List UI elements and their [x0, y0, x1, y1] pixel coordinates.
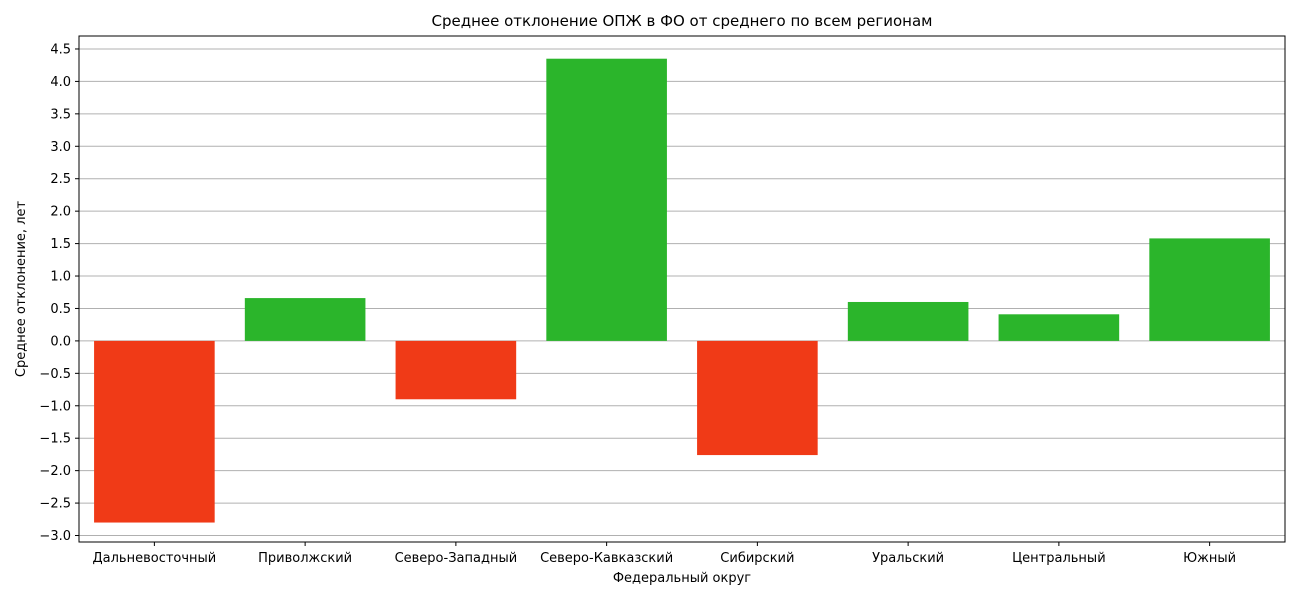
y-tick-label: 1.0	[50, 270, 71, 285]
x-tick-label: Дальневосточный	[92, 551, 216, 566]
y-tick-label: −1.5	[39, 432, 71, 447]
x-tick-label: Уральский	[872, 551, 944, 566]
y-tick-label: 3.0	[50, 140, 71, 155]
y-tick-label: −1.0	[39, 399, 71, 414]
bars	[94, 58, 1270, 523]
y-tick-label: 3.5	[50, 107, 71, 122]
y-tick-label: −3.0	[39, 529, 71, 544]
y-tick-label: 1.5	[50, 237, 71, 252]
y-tick-label: 4.5	[50, 42, 71, 57]
bar-8	[1149, 238, 1270, 341]
y-tick-label: −2.5	[39, 497, 71, 512]
bar-6	[847, 301, 969, 341]
y-tick-label: 0.0	[50, 334, 71, 349]
x-tick-label: Сибирский	[720, 551, 794, 566]
bar-7	[998, 314, 1120, 341]
x-tick-label: Центральный	[1012, 551, 1106, 566]
grid-lines	[79, 48, 1285, 537]
y-tick-label: 2.5	[50, 172, 71, 187]
bar-4	[546, 58, 667, 341]
y-axis-label: Среднее отклонение, лет	[14, 200, 29, 377]
x-tick-label: Северо-Западный	[395, 551, 518, 566]
x-axis-label: Федеральный округ	[613, 571, 751, 586]
y-axis-ticks: −3.0 −2.5 −2.0 −1.5 −1.0 −0.5 0.0 0.5 1.0 1.5 2.0 2…	[39, 42, 79, 544]
chart-title: Среднее отклонение ОПЖ в ФО от среднего …	[432, 12, 933, 30]
x-tick-label: Приволжский	[258, 551, 352, 566]
x-axis-ticks: Дальневосточный Приволжский Северо-Западны…	[92, 542, 1236, 566]
bar-1	[94, 340, 215, 523]
bar-3	[395, 340, 517, 400]
y-tick-label: −2.0	[39, 464, 71, 479]
y-tick-label: 2.0	[50, 205, 71, 220]
y-tick-label: 4.0	[50, 75, 71, 90]
plot-frame	[78, 35, 1286, 543]
bar-5	[697, 340, 818, 456]
bar-2	[244, 298, 366, 341]
x-tick-label: Южный	[1183, 551, 1236, 566]
y-tick-label: −0.5	[39, 367, 71, 382]
y-tick-label: 0.5	[50, 302, 71, 317]
x-tick-label: Северо-Кавказский	[540, 551, 673, 566]
